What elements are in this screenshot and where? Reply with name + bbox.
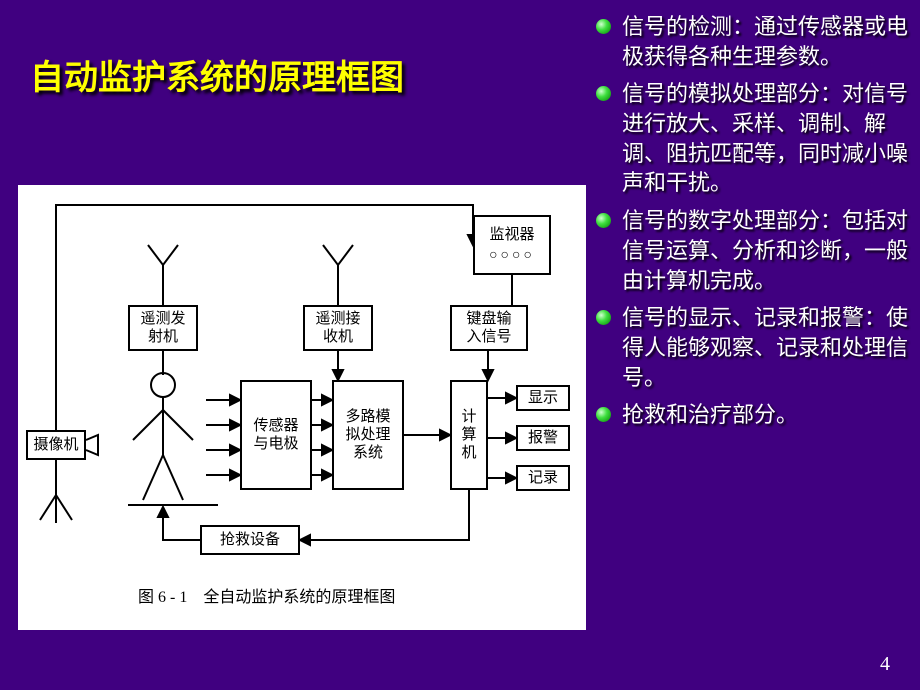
node-monitor: 监视器 ○○○○: [473, 215, 551, 275]
node-display: 显示: [516, 385, 570, 411]
bullet-item: 信号的模拟处理部分：对信号进行放大、采样、调制、解调、阻抗匹配等，同时减小噪声和…: [590, 79, 915, 198]
node-rescue: 抢救设备: [200, 525, 300, 555]
bullet-dot-icon: [596, 310, 611, 325]
node-label: 计 算 机: [461, 408, 476, 462]
node-label: 遥测发 射机: [140, 310, 185, 346]
node-label: 显示: [528, 389, 558, 407]
node-alarm: 报警: [516, 425, 570, 451]
node-record: 记录: [516, 465, 570, 491]
figure-caption: 图 6 - 1 全自动监护系统的原理框图: [138, 583, 395, 607]
node-analog: 多路模 拟处理 系统: [332, 380, 404, 490]
node-label: 记录: [528, 469, 558, 487]
node-camera: 摄像机: [26, 430, 86, 460]
slide: 自动监护系统的原理框图 信号的检测：通过传感器或电极获得各种生理参数。 信号的模…: [0, 0, 920, 690]
node-label: 传感器 与电极: [253, 417, 298, 453]
bullet-dot-icon: [596, 213, 611, 228]
node-sensor: 传感器 与电极: [240, 380, 312, 490]
bullet-dot-icon: [596, 407, 611, 422]
slide-title: 自动监护系统的原理框图: [30, 50, 404, 99]
bullet-item: 抢救和治疗部分。: [590, 400, 915, 430]
node-label: 报警: [528, 429, 558, 447]
bullet-item: 信号的检测：通过传感器或电极获得各种生理参数。: [590, 12, 915, 71]
node-label: 遥测接 收机: [315, 310, 360, 346]
bullet-text: 信号的模拟处理部分：对信号进行放大、采样、调制、解调、阻抗匹配等，同时减小噪声和…: [622, 81, 908, 195]
node-label: 多路模 拟处理 系统: [345, 408, 390, 462]
page-number: 4: [880, 653, 890, 676]
bullet-dot-icon: [596, 86, 611, 101]
monitor-dots-icon: ○○○○: [489, 248, 535, 265]
node-label: 键盘输 入信号: [466, 310, 511, 346]
bullet-text: 信号的数字处理部分：包括对信号运算、分析和诊断，一般由计算机完成。: [622, 208, 908, 292]
node-rx: 遥测接 收机: [303, 305, 373, 351]
bullet-dot-icon: [596, 19, 611, 34]
bullet-text: 信号的检测：通过传感器或电极获得各种生理参数。: [622, 14, 908, 69]
bullet-item: 信号的显示、记录和报警：使得人能够观察、记录和处理信号。: [590, 303, 915, 392]
node-label: 抢救设备: [220, 531, 280, 549]
node-keyboard: 键盘输 入信号: [450, 305, 528, 351]
diagram-figure: 摄像机 遥测发 射机 遥测接 收机 监视器 ○○○○ 键盘输 入信号 传感器 与…: [18, 185, 586, 630]
bullet-list: 信号的检测：通过传感器或电极获得各种生理参数。 信号的模拟处理部分：对信号进行放…: [590, 12, 915, 438]
bullet-item: 信号的数字处理部分：包括对信号运算、分析和诊断，一般由计算机完成。: [590, 206, 915, 295]
bullet-text: 信号的显示、记录和报警：使得人能够观察、记录和处理信号。: [622, 305, 908, 389]
node-label: 摄像机: [33, 436, 78, 454]
node-label: 监视器: [489, 226, 534, 244]
node-tx: 遥测发 射机: [128, 305, 198, 351]
bullet-text: 抢救和治疗部分。: [622, 402, 798, 427]
node-computer: 计 算 机: [450, 380, 488, 490]
